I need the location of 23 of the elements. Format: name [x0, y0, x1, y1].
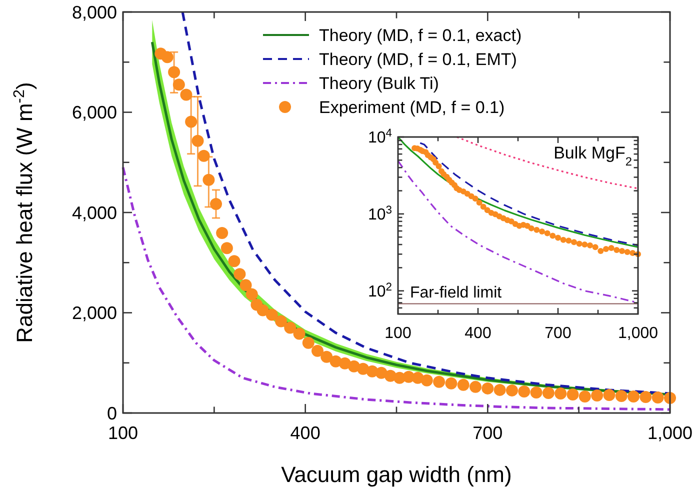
x-tick-label: 400 [464, 325, 492, 342]
legend-label: Theory (MD, f = 0.1, EMT) [319, 50, 517, 69]
series-label: Bulk MgF$_{2}$ [554, 144, 632, 169]
y-tick-label: 2,000 [72, 303, 117, 324]
x-tick-label: 100 [384, 325, 412, 342]
y-tick-label: 10$^{4}$ [368, 128, 392, 147]
x-tick-label: 100 [108, 423, 138, 443]
x-tick-label: 700 [472, 423, 503, 443]
x-tick-label: 700 [544, 325, 572, 342]
ref-line-label: Far-field limit [410, 284, 502, 302]
y-tick-label: 0 [106, 403, 117, 424]
y-tick-label: 10$^{3}$ [368, 204, 392, 224]
y-tick-label: 10$^{2}$ [368, 281, 392, 300]
x-axis-title: Vacuum gap width (nm) [281, 462, 512, 487]
legend-label: Experiment (MD, f = 0.1) [319, 98, 505, 117]
x-tick-label: 1,000 [618, 325, 658, 342]
x-tick-label: 400 [290, 423, 320, 443]
legend-label: Theory (Bulk Ti) [319, 74, 439, 93]
x-tick-label: 1,000 [647, 423, 693, 443]
y-tick-label: 6,000 [72, 102, 117, 123]
y-tick-label: 8,000 [72, 2, 117, 22]
y-tick-label: 4,000 [72, 202, 117, 223]
legend-label: Theory (MD, f = 0.1, exact) [319, 26, 522, 45]
